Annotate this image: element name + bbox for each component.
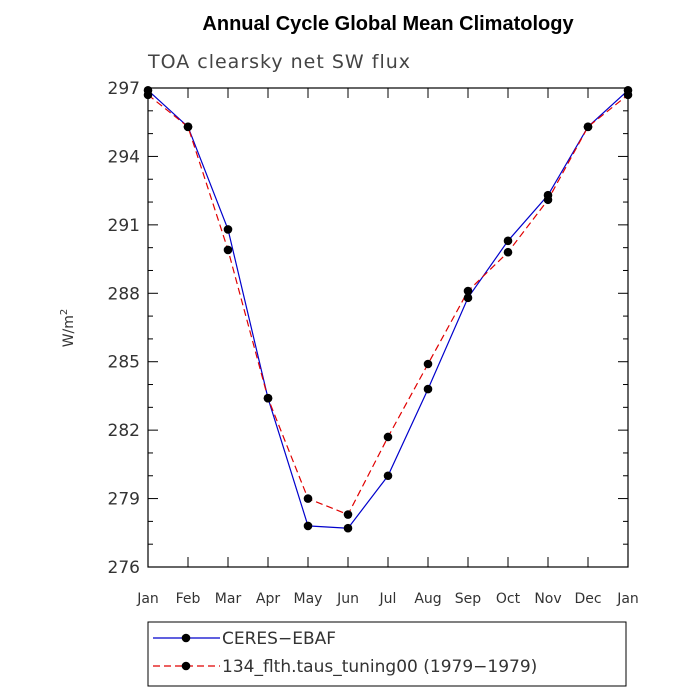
series-2-point (183, 122, 193, 132)
series-1-point (423, 384, 433, 394)
series-2-point (503, 247, 513, 257)
y-axis-label-base: W/m (61, 315, 77, 347)
legend: CERES−EBAF 134_flth.taus_tuning00 (1979−1… (147, 621, 627, 687)
axis-ticks: 276 279 282 285 288 291 294 297 Jan Feb Mar Apr May J… (108, 79, 639, 607)
series-line-2 (147, 94, 629, 516)
y-tick-label: 285 (108, 353, 140, 373)
y-tick-label: 294 (108, 147, 140, 167)
series-1-point (503, 236, 513, 246)
series-line-1 (147, 89, 629, 529)
y-tick-label: 297 (108, 79, 140, 99)
series-2-point (263, 393, 273, 403)
legend-marker-1 (181, 633, 191, 643)
series-2-point (343, 510, 353, 519)
chart-title: Annual Cycle Global Mean Climatology (202, 13, 574, 35)
series-2-point (223, 245, 233, 255)
x-tick-label: Jan (616, 591, 639, 607)
x-tick-label: Apr (256, 591, 280, 607)
x-tick-label: Sep (455, 591, 482, 607)
series-2-point (423, 359, 433, 369)
x-tick-label: May (294, 591, 323, 607)
chart-subtitle: TOA clearsky net SW flux (147, 51, 411, 73)
x-tick-label: Mar (215, 591, 242, 607)
legend-marker-2 (181, 661, 191, 671)
y-tick-label: 291 (108, 216, 140, 236)
series-1-point (463, 293, 473, 303)
series-layer (143, 85, 633, 533)
y-tick-label: 279 (108, 490, 140, 510)
series-2-point (463, 286, 473, 296)
x-tick-label: Aug (414, 591, 441, 607)
y-tick-label: 282 (108, 421, 140, 441)
x-tick-label: Oct (496, 591, 521, 607)
series-2-point (383, 432, 393, 442)
series-1-point (223, 225, 233, 234)
series-2-point (143, 90, 153, 100)
legend-label-1: CERES−EBAF (222, 629, 336, 649)
x-tick-label: Jun (336, 591, 359, 607)
series-2-point (543, 195, 553, 205)
legend-label-2: 134_flth.taus_tuning00 (1979−1979) (222, 657, 537, 677)
series-2-point (583, 122, 593, 132)
plot-frame (147, 87, 629, 568)
y-tick-label: 288 (108, 284, 140, 304)
legend-box (147, 621, 627, 687)
series-1-point (343, 523, 353, 533)
series-1-point (303, 521, 313, 531)
x-tick-label: Jan (136, 591, 159, 607)
x-tick-label: Dec (574, 591, 601, 607)
series-1-point (383, 471, 393, 481)
y-axis-label-superscript: 2 (59, 309, 70, 315)
x-tick-label: Feb (176, 591, 201, 607)
y-axis-label: W/m2 (59, 309, 77, 348)
series-2-point (303, 494, 313, 503)
x-tick-label: Jul (379, 591, 397, 607)
y-tick-label: 276 (108, 558, 140, 578)
x-tick-label: Nov (534, 591, 561, 607)
series-2-point (623, 90, 633, 100)
